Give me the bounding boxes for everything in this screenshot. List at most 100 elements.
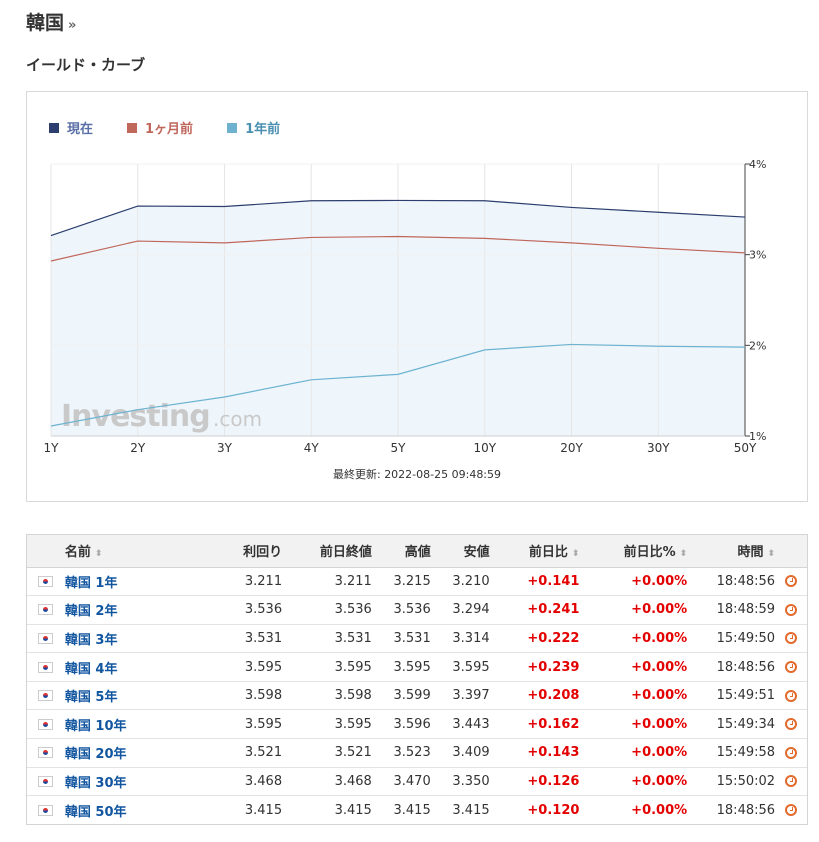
flag-cell bbox=[27, 567, 65, 597]
low-value: 3.314 bbox=[430, 624, 490, 654]
legend-item-current[interactable]: 現在 bbox=[49, 118, 93, 137]
korea-flag-icon bbox=[38, 804, 54, 816]
yield-value: 3.598 bbox=[204, 681, 283, 711]
clock-icon[interactable] bbox=[785, 775, 798, 788]
header-change-pct[interactable]: 前日比% ⬍ bbox=[579, 535, 688, 568]
time-value: 15:49:50 bbox=[687, 624, 776, 654]
clock-icon[interactable] bbox=[785, 632, 798, 645]
change-pct-value: +0.00% bbox=[579, 567, 688, 597]
flag-cell bbox=[27, 767, 65, 797]
low-value: 3.443 bbox=[430, 709, 490, 740]
bond-name-link[interactable]: 韓国 20年 bbox=[64, 738, 205, 768]
table-row: 韓国 10年 3.595 3.595 3.596 3.443 +0.162 +0.00% 15… bbox=[27, 709, 807, 740]
change-pct-value: +0.00% bbox=[579, 738, 688, 768]
clock-icon[interactable] bbox=[785, 689, 798, 702]
header-time-label: 時間 bbox=[737, 545, 764, 561]
table-row: 韓国 30年 3.468 3.468 3.470 3.350 +0.126 +0.00% 15… bbox=[27, 767, 807, 797]
table-header-row: 名前 ⬍ 利回り 前日終値 高値 安値 前日比 ⬍ 前日比% ⬍ 時間 ⬍ bbox=[27, 535, 807, 568]
header-alert bbox=[775, 535, 807, 568]
bond-name-link[interactable]: 韓国 1年 bbox=[64, 567, 205, 597]
yield-value: 3.595 bbox=[204, 709, 283, 740]
alert-cell bbox=[775, 595, 807, 625]
time-value: 15:49:58 bbox=[687, 738, 776, 768]
investing-watermark: Investing bbox=[61, 399, 210, 434]
header-time[interactable]: 時間 ⬍ bbox=[687, 535, 776, 568]
prev-close-value: 3.595 bbox=[282, 652, 372, 682]
table-row: 韓国 20年 3.521 3.521 3.523 3.409 +0.143 +0.00% 15… bbox=[27, 738, 807, 768]
korea-flag-icon bbox=[38, 575, 54, 587]
clock-icon[interactable] bbox=[785, 575, 798, 588]
high-value: 3.531 bbox=[371, 624, 431, 654]
low-value: 3.210 bbox=[430, 567, 490, 597]
alert-cell bbox=[775, 652, 807, 682]
bond-name-link[interactable]: 韓国 3年 bbox=[64, 624, 205, 654]
alert-cell bbox=[775, 709, 807, 740]
low-value: 3.294 bbox=[430, 595, 490, 625]
clock-icon[interactable] bbox=[785, 804, 798, 817]
change-value: +0.222 bbox=[489, 624, 580, 654]
time-value: 15:49:34 bbox=[687, 709, 776, 740]
bond-name-link[interactable]: 韓国 50年 bbox=[64, 804, 127, 820]
alert-cell bbox=[775, 624, 807, 654]
clock-icon[interactable] bbox=[785, 746, 798, 759]
korea-flag-icon bbox=[38, 718, 54, 730]
legend-item-one-year[interactable]: 1年前 bbox=[227, 118, 280, 137]
flag-cell bbox=[27, 652, 65, 682]
header-prev-close[interactable]: 前日終値 bbox=[282, 535, 372, 568]
change-pct-value: +0.00% bbox=[579, 595, 688, 625]
bond-name-link[interactable]: 韓国 2年 bbox=[64, 595, 205, 625]
header-flag bbox=[27, 535, 65, 568]
x-tick-label: 5Y bbox=[391, 441, 407, 455]
high-value: 3.596 bbox=[371, 709, 431, 740]
change-value: +0.143 bbox=[489, 738, 580, 768]
table-row: 韓国 50年 3.415 3.415 3.415 3.415 +0.120 +0.00% 18… bbox=[27, 796, 807, 825]
high-value: 3.523 bbox=[371, 738, 431, 768]
korea-flag-icon bbox=[38, 690, 54, 702]
bond-name-link[interactable]: 韓国 4年 bbox=[64, 652, 205, 682]
low-value: 3.415 bbox=[452, 802, 490, 818]
yield-value: 3.415 bbox=[244, 802, 283, 818]
flag-cell bbox=[27, 738, 65, 768]
header-change-pct-label: 前日比% bbox=[623, 545, 676, 561]
change-value: +0.239 bbox=[489, 652, 580, 682]
bond-table: 名前 ⬍ 利回り 前日終値 高値 安値 前日比 ⬍ 前日比% ⬍ 時間 ⬍ 韓国 1年 3… bbox=[26, 534, 808, 826]
x-tick-label: 1Y bbox=[44, 441, 60, 455]
flag-cell bbox=[27, 796, 65, 825]
chart-plot: 4% 3% 2% 1% 1Y 2Y 3Y 4Y 5Y 10Y 20Y 30Y 50Y Investing.… bbox=[44, 158, 767, 455]
table-row: 韓国 4年 3.595 3.595 3.595 3.595 +0.239 +0.00% 18:… bbox=[27, 652, 807, 682]
x-tick-label: 50Y bbox=[734, 441, 757, 455]
page-title[interactable]: 韓国» bbox=[26, 8, 76, 35]
bond-name-link[interactable]: 韓国 5年 bbox=[64, 681, 205, 711]
x-tick-label: 20Y bbox=[560, 441, 583, 455]
header-name[interactable]: 名前 ⬍ bbox=[64, 535, 205, 568]
legend-item-one-month[interactable]: 1ヶ月前 bbox=[127, 118, 193, 137]
time-value: 18:48:56 bbox=[716, 802, 776, 818]
clock-icon[interactable] bbox=[785, 718, 798, 731]
header-high[interactable]: 高値 bbox=[371, 535, 431, 568]
korea-flag-icon bbox=[38, 661, 54, 673]
change-value: +0.208 bbox=[489, 681, 580, 711]
series-line-one-month bbox=[50, 235, 746, 262]
table-row: 韓国 2年 3.536 3.536 3.536 3.294 +0.241 +0.00% 18:… bbox=[27, 595, 807, 625]
header-low[interactable]: 安値 bbox=[430, 535, 490, 568]
prev-close-value: 3.211 bbox=[282, 567, 372, 597]
change-value: +0.126 bbox=[489, 767, 580, 797]
low-value: 3.595 bbox=[430, 652, 490, 682]
page-title-text: 韓国 bbox=[26, 12, 65, 34]
header-change[interactable]: 前日比 ⬍ bbox=[489, 535, 580, 568]
header-yield[interactable]: 利回り bbox=[204, 535, 283, 568]
yield-curve-chart: 現在 1ヶ月前 1年前 4% 3% 2% 1% 1Y 2Y 3Y 4Y 5Y 10Y 20Y 30Y 5… bbox=[26, 91, 808, 502]
legend-label-one-month: 1ヶ月前 bbox=[145, 122, 194, 137]
last-updated-time: 2022-08-25 09:48:59 bbox=[384, 468, 502, 481]
prev-close-value: 3.595 bbox=[282, 709, 372, 740]
header-change-label: 前日比 bbox=[528, 545, 568, 561]
change-value: +0.141 bbox=[489, 567, 580, 597]
clock-icon[interactable] bbox=[785, 603, 798, 616]
clock-icon[interactable] bbox=[785, 661, 798, 674]
low-value: 3.397 bbox=[430, 681, 490, 711]
bond-name-link[interactable]: 韓国 30年 bbox=[64, 767, 205, 797]
change-pct-value: +0.00% bbox=[631, 802, 688, 818]
change-value: +0.241 bbox=[489, 595, 580, 625]
alert-cell bbox=[775, 738, 807, 768]
bond-name-link[interactable]: 韓国 10年 bbox=[64, 709, 205, 740]
